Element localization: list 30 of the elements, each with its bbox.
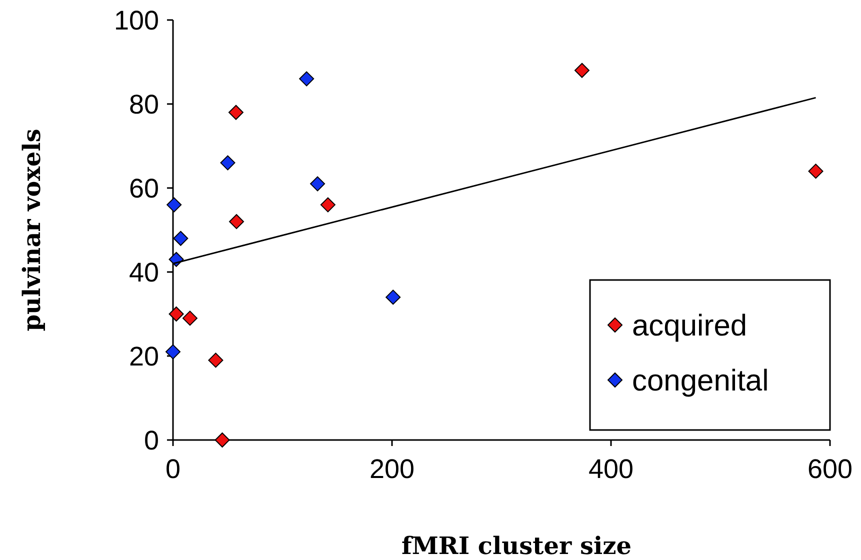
point xyxy=(208,352,224,368)
y-tick-label: 40 xyxy=(128,257,159,288)
point xyxy=(299,71,314,86)
legend-label: acquired xyxy=(632,310,748,342)
x-axis-title: fMRI cluster size xyxy=(402,531,632,560)
legend-label: congenital xyxy=(632,364,769,398)
point xyxy=(168,306,184,322)
point xyxy=(228,104,244,120)
point xyxy=(386,290,401,305)
y-tick-label: 0 xyxy=(144,425,159,456)
x-tick-label: 200 xyxy=(369,454,415,484)
point xyxy=(166,344,180,360)
point xyxy=(173,230,188,246)
x-tick-label: 600 xyxy=(807,454,853,484)
y-tick-label: 60 xyxy=(128,173,159,204)
point xyxy=(320,197,336,212)
point xyxy=(229,214,244,230)
x-tick-label: 0 xyxy=(165,454,181,484)
point xyxy=(808,164,824,179)
point xyxy=(220,155,236,170)
y-tick-label: 20 xyxy=(128,341,159,372)
y-axis-title: pulvinar voxels xyxy=(17,128,46,332)
x-tick-label: 400 xyxy=(588,454,634,484)
y-tick-label: 100 xyxy=(114,5,159,36)
point xyxy=(182,310,198,326)
point xyxy=(310,176,326,192)
point xyxy=(214,432,230,448)
y-tick-label: 80 xyxy=(128,89,159,120)
point xyxy=(166,197,182,212)
point xyxy=(574,62,590,78)
